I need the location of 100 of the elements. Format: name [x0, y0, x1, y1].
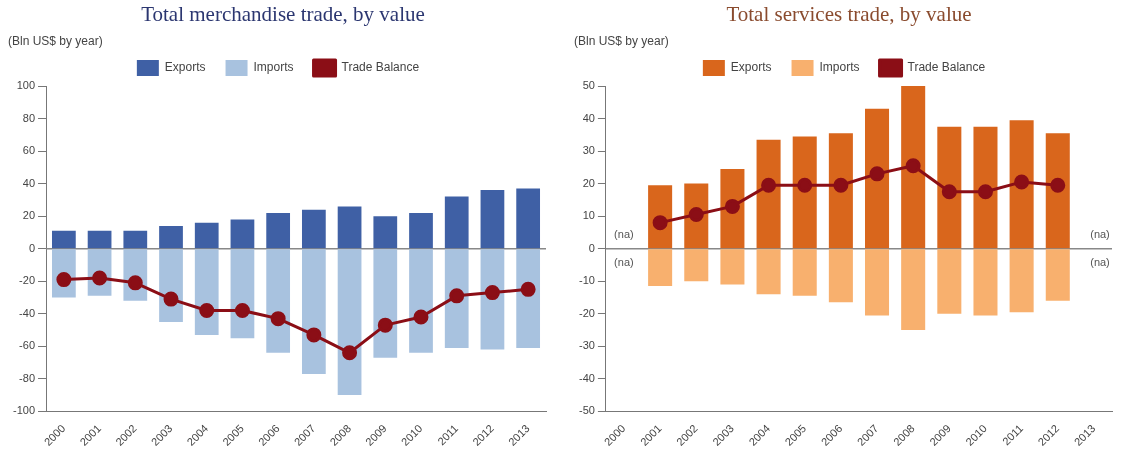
y-tick-label: 50 [582, 79, 595, 92]
annotation: (na) [1090, 255, 1110, 268]
bar [792, 249, 817, 296]
point [449, 288, 465, 304]
bar [159, 225, 183, 249]
bar [301, 249, 326, 374]
point [724, 198, 740, 214]
bar [901, 86, 926, 249]
bar [123, 230, 148, 249]
y-tick-label: -50 [578, 404, 595, 417]
bar [720, 249, 745, 285]
annotation: (na) [1090, 227, 1110, 240]
chart-title: Total merchandise trade, by value [140, 2, 426, 27]
bar [1009, 120, 1034, 249]
bar [480, 249, 505, 350]
bar [266, 212, 291, 249]
bar [230, 219, 255, 249]
point [484, 285, 500, 301]
point [199, 303, 215, 318]
bar [648, 249, 673, 287]
bar [337, 249, 362, 396]
bar [1045, 249, 1070, 301]
legend-label: Exports [164, 60, 206, 75]
y-tick-label: -100 [12, 404, 36, 417]
bar [480, 190, 505, 249]
y-tick-label: -30 [578, 339, 595, 352]
bar [409, 249, 433, 353]
bar [516, 188, 541, 249]
point [520, 281, 536, 297]
y-axis-title: (Bln US$ by year) [8, 34, 103, 48]
y-tick-label: 0 [588, 241, 595, 254]
point [833, 177, 849, 193]
y-tick-label: -60 [19, 339, 36, 352]
y-tick-label: 10 [582, 209, 595, 222]
bar [516, 249, 541, 348]
bar [937, 249, 962, 314]
y-tick-label: 40 [22, 176, 36, 189]
bar [373, 249, 398, 358]
legend-label: Imports [253, 60, 294, 75]
chart-title: Total services trade, by value [725, 2, 973, 27]
legend-label: Imports [819, 60, 860, 75]
point [270, 311, 286, 327]
bar [87, 230, 112, 249]
bar [828, 249, 853, 303]
bar [266, 249, 291, 353]
point [234, 303, 250, 318]
y-tick-label: -20 [578, 306, 595, 319]
bar [301, 209, 326, 249]
bar [444, 196, 469, 249]
bar [865, 249, 890, 316]
y-axis-title: (Bln US$ by year) [574, 34, 669, 48]
y-tick-label: 20 [22, 209, 36, 222]
point [377, 317, 393, 333]
point [905, 158, 921, 174]
bar [194, 249, 219, 335]
y-tick-label: -10 [578, 274, 595, 287]
point [413, 309, 429, 325]
bar [373, 216, 398, 249]
y-tick-label: -40 [578, 371, 595, 384]
point [869, 166, 885, 182]
y-tick-label: 20 [582, 176, 595, 189]
bar [828, 133, 853, 249]
point [688, 207, 704, 223]
annotation: (na) [614, 255, 634, 268]
point [977, 184, 993, 200]
bar [1009, 249, 1034, 313]
bar [230, 249, 255, 339]
bar [444, 249, 469, 348]
bar [756, 139, 781, 249]
y-tick-label: 100 [16, 79, 36, 92]
y-tick-label: -40 [19, 306, 36, 319]
bar [194, 222, 219, 249]
bar [756, 249, 781, 295]
annotation: (na) [614, 227, 634, 240]
bar [684, 249, 709, 282]
bar [901, 249, 926, 331]
bar [937, 126, 962, 249]
point [306, 327, 322, 343]
y-tick-label: 60 [22, 144, 36, 157]
y-tick-label: 30 [582, 144, 595, 157]
point [1014, 174, 1030, 190]
point [941, 184, 957, 200]
point [797, 177, 813, 193]
legend-label: Trade Balance [341, 60, 420, 75]
bar [337, 206, 362, 249]
legend-label: Trade Balance [907, 60, 986, 75]
bar [409, 212, 433, 249]
y-tick-label: 80 [22, 111, 36, 124]
bar [52, 230, 76, 249]
y-tick-label: -20 [19, 274, 36, 287]
bar [973, 249, 998, 316]
bar [865, 108, 890, 249]
bar [792, 136, 817, 249]
point [342, 345, 358, 361]
point [761, 177, 777, 193]
bar [973, 126, 998, 249]
legend-label: Exports [730, 60, 772, 75]
bar [1045, 133, 1070, 249]
y-tick-label: 40 [582, 111, 595, 124]
y-tick-label: 0 [28, 241, 36, 254]
